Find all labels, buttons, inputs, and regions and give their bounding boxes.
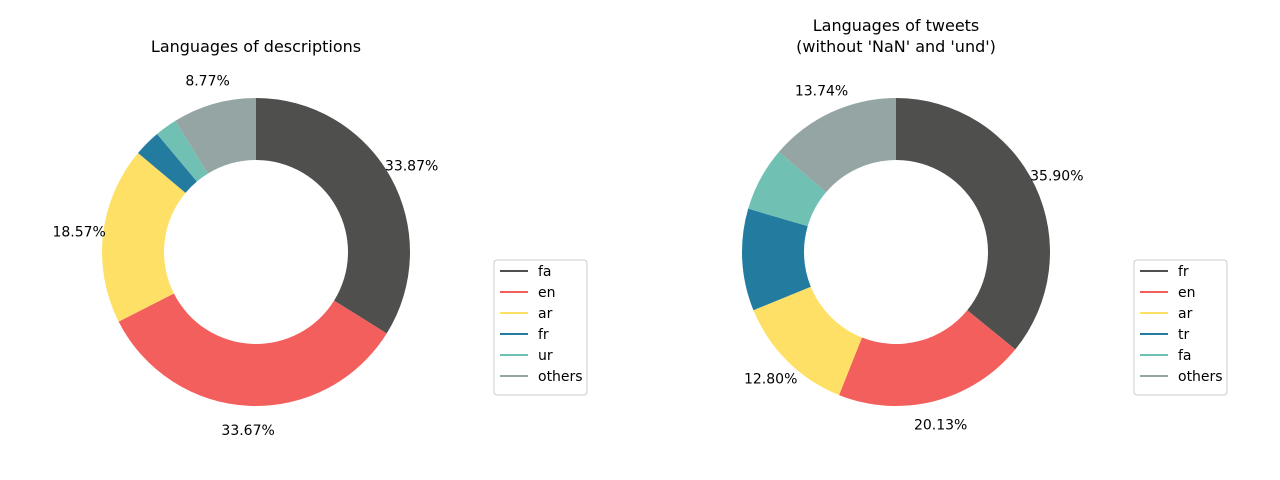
legend-label-fr: fr <box>1178 264 1189 280</box>
legend-label-ar: ar <box>538 306 553 322</box>
slice-label-fa: 33.87% <box>385 159 438 175</box>
slice-label-fr: 35.90% <box>1030 169 1083 185</box>
descriptions-chart: Languages of descriptions 33.87% 33.67% 18.… <box>52 37 588 439</box>
slice-others <box>175 98 256 174</box>
slice-tr <box>741 208 811 311</box>
legend-label-fa: fa <box>538 264 552 280</box>
tweets-chart-title-line-2: (without 'NaN' and 'und') <box>796 37 996 56</box>
slice-label-en: 33.67% <box>221 423 274 439</box>
slice-label-others: 13.74% <box>795 83 848 99</box>
legend-label-others: others <box>1178 369 1223 385</box>
legend-label-others: others <box>538 369 583 385</box>
legend-label-ur: ur <box>538 348 553 364</box>
slice-fa <box>748 151 827 227</box>
legend-label-ar: ar <box>1178 306 1193 322</box>
slice-label-en: 20.13% <box>914 417 967 433</box>
legend-label-fr: fr <box>538 327 549 343</box>
slice-label-ar: 18.57% <box>52 225 105 241</box>
legend-label-en: en <box>538 285 556 301</box>
legend-label-en: en <box>1178 285 1196 301</box>
slice-en <box>839 310 1016 407</box>
slice-fr <box>138 133 197 193</box>
slice-ar <box>101 153 186 322</box>
legend-label-tr: tr <box>1178 327 1189 343</box>
slice-label-others: 8.77% <box>185 74 229 90</box>
slice-fa <box>256 98 410 334</box>
tweets-chart: Languages of tweets (without 'NaN' and 'u… <box>741 16 1228 433</box>
legend <box>1133 259 1228 396</box>
slice-fr <box>896 98 1051 350</box>
slice-en <box>118 293 387 406</box>
tweets-chart-title: Languages of tweets <box>813 16 980 35</box>
descriptions-chart-title: Languages of descriptions <box>151 37 361 56</box>
slice-ar <box>753 286 862 396</box>
slice-ur <box>157 120 208 182</box>
slice-others <box>778 98 896 193</box>
slice-label-ar: 12.80% <box>744 371 797 387</box>
legend <box>493 259 588 396</box>
legend-label-fa: fa <box>1178 348 1192 364</box>
